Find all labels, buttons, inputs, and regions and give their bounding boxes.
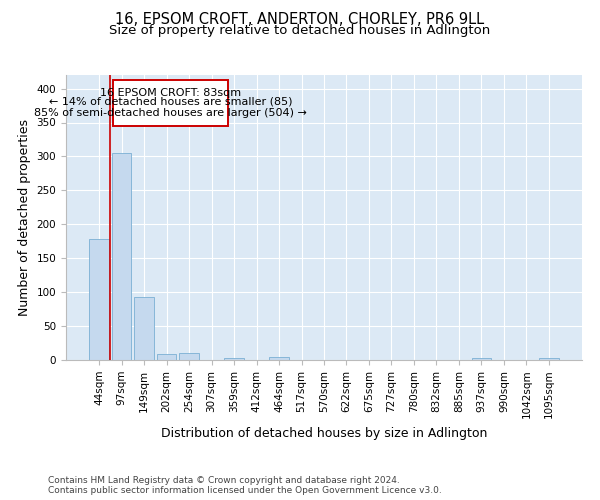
Text: Size of property relative to detached houses in Adlington: Size of property relative to detached ho… xyxy=(109,24,491,37)
Bar xyxy=(224,358,244,360)
Bar xyxy=(179,353,199,360)
Bar xyxy=(112,153,131,360)
Text: 85% of semi-detached houses are larger (504) →: 85% of semi-detached houses are larger (… xyxy=(34,108,307,118)
Bar xyxy=(157,354,176,360)
Text: 16, EPSOM CROFT, ANDERTON, CHORLEY, PR6 9LL: 16, EPSOM CROFT, ANDERTON, CHORLEY, PR6 … xyxy=(115,12,485,28)
Text: 16 EPSOM CROFT: 83sqm: 16 EPSOM CROFT: 83sqm xyxy=(100,88,241,98)
X-axis label: Distribution of detached houses by size in Adlington: Distribution of detached houses by size … xyxy=(161,426,487,440)
Bar xyxy=(269,356,289,360)
Bar xyxy=(539,358,559,360)
Bar xyxy=(134,297,154,360)
Bar xyxy=(89,239,109,360)
Text: Contains HM Land Registry data © Crown copyright and database right 2024.
Contai: Contains HM Land Registry data © Crown c… xyxy=(48,476,442,495)
Y-axis label: Number of detached properties: Number of detached properties xyxy=(18,119,31,316)
Text: ← 14% of detached houses are smaller (85): ← 14% of detached houses are smaller (85… xyxy=(49,96,292,106)
Bar xyxy=(472,358,491,360)
FancyBboxPatch shape xyxy=(113,80,229,126)
